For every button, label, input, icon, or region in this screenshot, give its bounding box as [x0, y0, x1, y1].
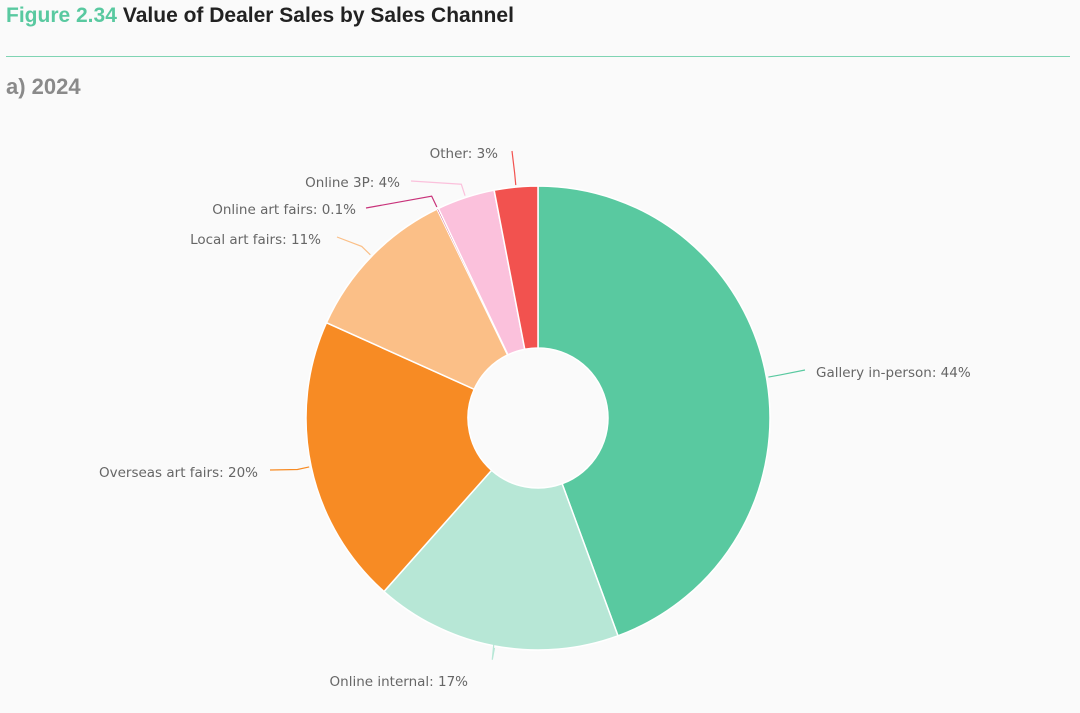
- labels-group: Gallery in-person: 44% Online internal: 1…: [99, 146, 971, 690]
- header-divider: [6, 56, 1070, 57]
- label-other: Other: 3%: [430, 146, 499, 162]
- slice-other: [493, 185, 539, 351]
- slice-online-internal: [382, 469, 619, 651]
- leader-line-other: [511, 150, 517, 186]
- slice-overseas-art-fairs: [305, 321, 493, 593]
- figure-title: Value of Dealer Sales by Sales Channel: [122, 4, 514, 27]
- leader-line-online-internal: [491, 641, 496, 660]
- slices-group: [305, 185, 771, 651]
- leader-line-overseas-art-fairs: [269, 466, 310, 471]
- figure-number: Figure 2.34: [6, 4, 117, 27]
- label-online-internal: Online internal: 17%: [330, 674, 469, 690]
- figure-heading: Figure 2.34 Value of Dealer Sales by Sale…: [6, 4, 514, 28]
- label-overseas-art-fairs: Overseas art fairs: 20%: [99, 465, 258, 481]
- leader-line-gallery-in-person: [768, 369, 806, 378]
- slice-local-art-fairs: [325, 208, 509, 391]
- chart-subtitle: a) 2024: [6, 74, 81, 99]
- leader-line-online-3p: [410, 180, 466, 196]
- label-online-art-fairs: Online art fairs: 0.1%: [212, 202, 356, 218]
- leader-line-local-art-fairs: [336, 236, 371, 256]
- leader-lines-group: [269, 150, 806, 660]
- label-gallery-in-person: Gallery in-person: 44%: [816, 365, 971, 381]
- leader-line-online-art-fairs: [365, 195, 438, 209]
- label-local-art-fairs: Local art fairs: 11%: [190, 232, 321, 248]
- label-online-3p: Online 3P: 4%: [305, 175, 400, 191]
- slice-gallery-in-person: [537, 185, 771, 637]
